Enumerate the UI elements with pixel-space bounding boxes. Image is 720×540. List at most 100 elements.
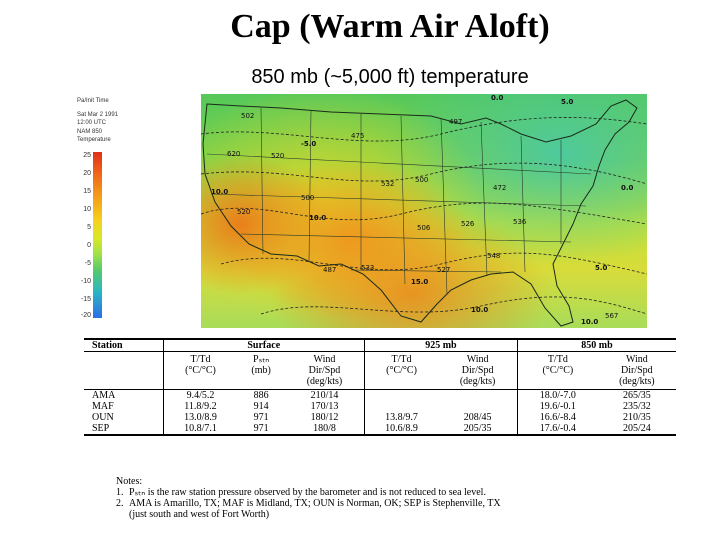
station-label: 533: [361, 264, 374, 272]
table-cell: 10.6/8.9: [363, 423, 439, 436]
col-850-wind: Wind Dir/Spd (deg/kts): [597, 351, 676, 390]
legend-line: Pa/Init Time: [77, 98, 109, 104]
us-coastline: [202, 99, 638, 327]
slide-title: Cap (Warm Air Aloft): [230, 8, 550, 45]
col-925-ttd: T/Td (°C/°C): [363, 351, 439, 390]
table-cell: [438, 390, 517, 402]
station-label: 548: [487, 252, 500, 260]
col-station: Station: [84, 338, 164, 352]
table-cell: 210/35: [622, 412, 651, 423]
table-cell: 886: [253, 390, 269, 401]
table-cell: 265/35: [622, 390, 651, 401]
table-cell: [363, 389, 439, 401]
colorbar-tick: 15: [83, 188, 91, 195]
station-label: 536: [513, 218, 527, 226]
contour-label: 0.0: [491, 94, 504, 102]
cell-station: MAF: [92, 401, 114, 412]
station-label: 487: [323, 266, 336, 274]
station-label: 472: [493, 184, 506, 192]
us-temperature-map: 502 620 520 520 500 487 533 526 472 536 …: [201, 94, 647, 328]
colorbar-tick: -15: [80, 296, 91, 303]
colorbar-tick: 5: [87, 224, 91, 231]
note-item: 2. AMA is Amarillo, TX; MAF is Midland, …: [116, 498, 676, 509]
col-group-surface: Surface: [162, 338, 365, 352]
colorbar-tick: 20: [83, 170, 91, 177]
col-925-wind: Wind Dir/Spd (deg/kts): [438, 351, 518, 390]
col-sfc-ttd: T/Td (°C/°C): [162, 351, 238, 390]
legend-line: 12:00 UTC: [77, 120, 107, 126]
cell-station: AMA: [92, 390, 116, 401]
table-cell: 210/14: [310, 390, 339, 401]
table-cell: 180/12: [310, 412, 339, 423]
table-cell: 17.6/-0.4: [516, 423, 598, 436]
station-label: 475: [351, 132, 364, 140]
table-cell: 235/32: [622, 401, 651, 412]
colorbar-tick: -5: [84, 260, 91, 267]
station-label: 520: [237, 208, 250, 216]
table-cell: [363, 401, 439, 412]
table-cell: 205/24: [597, 423, 676, 436]
colorbar-tick: 25: [83, 152, 91, 159]
table-cell: 10.8/7.1: [162, 423, 238, 436]
table-cell: 208/45: [463, 412, 492, 423]
col-group-850mb: 850 mb: [516, 338, 676, 352]
note-text: (just south and west of Fort Worth): [129, 509, 270, 520]
table-cell: 180/8: [285, 423, 365, 436]
table-cell: 11.8/9.2: [162, 401, 238, 412]
legend-line: Temperature: [77, 137, 111, 143]
station-label: 527: [437, 266, 450, 274]
note-item: (just south and west of Fort Worth): [116, 509, 676, 520]
cell-station: SEP: [84, 423, 164, 436]
table-row: SEP 10.8/7.1 971 180/8 10.6/8.9 205/35 1…: [84, 423, 676, 436]
table-notes: Notes: 1. Pₛₜₙ is the raw station pressu…: [116, 476, 676, 520]
station-label: 526: [461, 220, 475, 228]
station-label: 500: [415, 176, 428, 184]
colorbar-tick: -10: [80, 278, 91, 285]
map-legend: Pa/Init Time Sat Mar 2 1991 12:00 UTC NA…: [63, 94, 149, 328]
contour-label: 0.0: [621, 184, 634, 192]
contour-label: 5.0: [595, 264, 608, 272]
contour-label: 10.0: [309, 214, 326, 222]
table-cell: 13.8/9.7: [363, 412, 439, 423]
table-cell: 18.0/-7.0: [516, 389, 598, 401]
col-spacer: [84, 351, 164, 390]
slide-subtitle: 850 mb (~5,000 ft) temperature: [251, 66, 529, 88]
contour-label: 10.0: [211, 188, 228, 196]
col-group-925mb: 925 mb: [363, 338, 518, 352]
colorbar-tick: -20: [80, 312, 91, 319]
contour-label: 10.0: [581, 318, 598, 326]
sounding-data-table: Station Surface 925 mb 850 mb T/Td (°C/°…: [84, 338, 676, 436]
note-text: Pₛₜₙ is the raw station pressure observe…: [129, 487, 486, 498]
contour-label: 15.0: [411, 278, 428, 286]
contour-label: -5.0: [301, 140, 316, 148]
contour-label: 10.0: [471, 306, 488, 314]
col-sfc-wind: Wind Dir/Spd (deg/kts): [285, 351, 365, 390]
table-cell: [438, 401, 517, 412]
map-overlay: 502 620 520 520 500 487 533 526 472 536 …: [201, 94, 647, 327]
note-number: 1.: [116, 487, 124, 498]
col-sfc-pstn: Pₛₜₙ (mb): [237, 351, 286, 390]
station-label: 502: [241, 112, 254, 120]
legend-line: NAM 850: [77, 129, 103, 135]
note-text: AMA is Amarillo, TX; MAF is Midland, TX;…: [129, 498, 501, 509]
isotherm-contours: [201, 117, 647, 315]
colorbar-tick: 10: [83, 206, 91, 213]
station-label: 500: [301, 194, 314, 202]
table-cell: 971: [253, 412, 269, 423]
station-label: 520: [271, 152, 284, 160]
cell-station: OUN: [92, 412, 114, 423]
table-cell: 19.6/-0.1: [516, 401, 598, 412]
table-row: OUN 13.0/8.9 971 180/12 13.8/9.7 208/45 …: [84, 412, 676, 423]
note-item: 1. Pₛₜₙ is the raw station pressure obse…: [116, 487, 676, 498]
station-label: 506: [417, 224, 431, 232]
temperature-map-panel: Pa/Init Time Sat Mar 2 1991 12:00 UTC NA…: [63, 94, 647, 328]
colorbar-tick: 0: [87, 242, 91, 249]
legend-line: Sat Mar 2 1991: [77, 112, 119, 118]
notes-heading: Notes:: [116, 476, 143, 487]
station-label: 497: [449, 118, 462, 126]
table-cell: 914: [253, 401, 269, 412]
temperature-colorbar: [93, 152, 102, 318]
state-borders: [206, 107, 592, 295]
table-cell: 16.6/-8.4: [516, 412, 598, 423]
note-number: [116, 509, 129, 520]
